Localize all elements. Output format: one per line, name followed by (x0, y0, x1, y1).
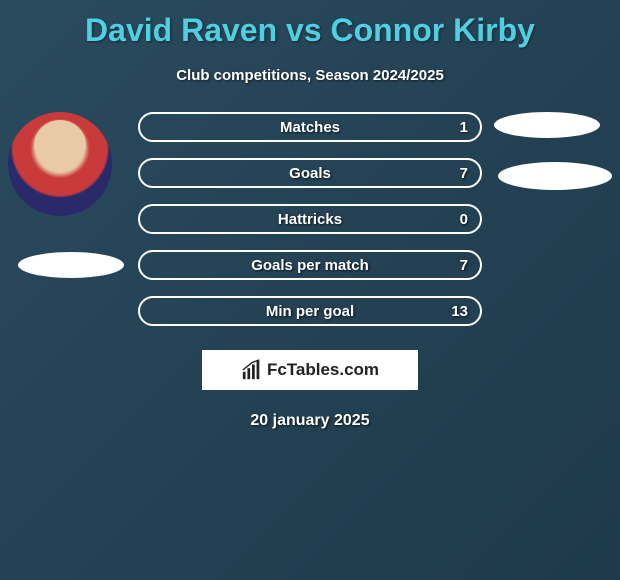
stat-value: 7 (460, 165, 468, 182)
stat-value: 7 (460, 257, 468, 274)
stat-value: 1 (460, 119, 468, 136)
stat-bar-goals-per-match: Goals per match 7 (138, 250, 482, 280)
logo-text: FcTables.com (267, 360, 379, 380)
bar-chart-icon (241, 359, 263, 381)
stat-value: 13 (451, 303, 468, 320)
comparison-panel: Matches 1 Goals 7 Hattricks 0 Goals per … (0, 112, 620, 430)
stat-label: Hattricks (278, 211, 342, 228)
stat-bar-min-per-goal: Min per goal 13 (138, 296, 482, 326)
stat-value: 0 (460, 211, 468, 228)
stat-label: Goals per match (251, 257, 369, 274)
stat-bar-matches: Matches 1 (138, 112, 482, 142)
stat-bar-hattricks: Hattricks 0 (138, 204, 482, 234)
page-title: David Raven vs Connor Kirby (0, 0, 620, 49)
stat-bar-goals: Goals 7 (138, 158, 482, 188)
placeholder-oval-right-2 (498, 162, 612, 190)
stat-label: Goals (289, 165, 331, 182)
placeholder-oval-right-1 (494, 112, 600, 138)
logo-box: FcTables.com (202, 350, 418, 390)
placeholder-oval-left (18, 252, 124, 278)
stat-label: Min per goal (266, 303, 354, 320)
stat-label: Matches (280, 119, 340, 136)
subtitle: Club competitions, Season 2024/2025 (0, 67, 620, 84)
stat-bars: Matches 1 Goals 7 Hattricks 0 Goals per … (138, 112, 482, 326)
date-text: 20 january 2025 (0, 412, 620, 430)
player-avatar-left (8, 112, 112, 216)
